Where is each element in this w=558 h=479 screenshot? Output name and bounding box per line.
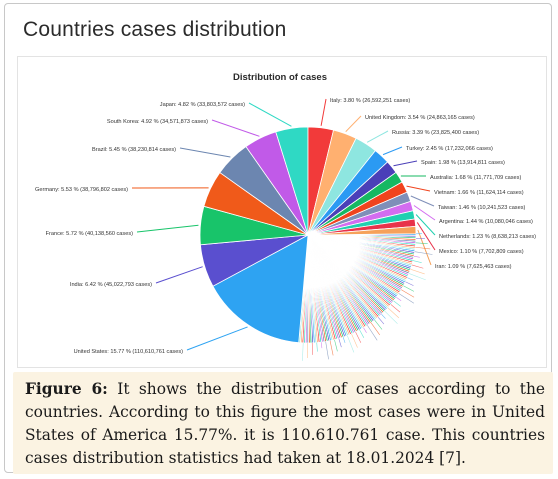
leader-line [417, 229, 432, 266]
leader-line [410, 195, 435, 207]
pie-slice [307, 225, 417, 236]
leader-line [248, 102, 292, 127]
chart-panel: Distribution of cases United States: 15.… [17, 56, 547, 368]
leader-line [416, 222, 436, 251]
leader-line-minor [367, 325, 378, 341]
slice-label: United Kingdom: 3.54 % (24,863,165 cases… [365, 115, 475, 121]
leader-line-minor [359, 329, 365, 338]
pie-chart: Distribution of cases United States: 15.… [35, 72, 536, 361]
slice-label: Japan: 4.82 % (33,803,572 cases) [160, 102, 245, 108]
leader-line-minor [381, 313, 386, 319]
leader-line-minor [338, 338, 342, 348]
figure-caption: Figure 6: It shows the distribution of c… [25, 378, 545, 470]
leader-line-minor [390, 304, 401, 313]
slice-label: Argentina: 1.44 % (10,080,046 cases) [439, 219, 533, 225]
slice-labels: United States: 15.77 % (110,610,761 case… [35, 98, 536, 355]
page-title: Countries cases distribution [23, 18, 287, 41]
slice-label: United States: 15.77 % (110,610,761 case… [74, 349, 183, 355]
slice-label: Iran: 1.09 % (7,625,463 cases) [435, 264, 512, 270]
leader-line [393, 160, 418, 167]
slice-label: France: 5.72 % (40,138,560 cases) [46, 231, 134, 237]
slice-label: Turkey: 2.45 % (17,232,066 cases) [406, 146, 493, 152]
leader-line-minor [355, 331, 362, 343]
leader-line-minor [415, 242, 428, 244]
leader-line-minor [415, 246, 431, 250]
leader-line-minor [396, 297, 402, 301]
pie-slice [212, 234, 309, 344]
caption-box: Figure 6: It shows the distribution of c… [13, 372, 553, 474]
slice-label: Taiwan: 1.46 % (10,241,523 cases) [438, 205, 526, 211]
leader-line-minor [325, 341, 329, 360]
leader-line-minor [393, 300, 401, 307]
leader-line-minor [400, 289, 415, 298]
leader-line-minor [329, 340, 334, 356]
leader-line-minor [334, 339, 338, 352]
leader-line-minor [398, 293, 415, 304]
leader-line [366, 130, 389, 143]
slice-label: Netherlands: 1.23 % (8,638,213 cases) [439, 234, 536, 240]
leader-line-minor [363, 327, 367, 333]
slice-label: Italy: 3.80 % (26,592,251 cases) [330, 98, 410, 104]
leader-line [382, 146, 403, 156]
pie-slices [199, 126, 417, 344]
leader-lines [131, 98, 436, 361]
leader-line [136, 224, 199, 233]
leader-line-minor [412, 260, 422, 263]
slice-label: South Korea: 4.92 % (34,571,873 cases) [107, 119, 208, 125]
leader-line [406, 185, 431, 192]
figure-frame: Countries cases distribution Distributio… [4, 3, 553, 474]
leader-line-minor [316, 342, 318, 352]
leader-line [179, 147, 231, 158]
leader-line-minor [374, 319, 383, 330]
leader-line-minor [403, 285, 415, 292]
leader-line-minor [384, 310, 398, 324]
slice-label: Russia: 3.39 % (23,825,400 cases) [392, 130, 479, 136]
leader-line-minor [370, 322, 381, 336]
leader-line-minor [320, 342, 323, 349]
slice-label: Australia: 1.68 % (11,771,709 cases) [430, 175, 521, 181]
slice-label: Vietnam: 1.66 % (11,624,114 cases) [434, 190, 524, 196]
leader-line-minor [342, 337, 346, 343]
leader-line-minor [411, 264, 424, 269]
leader-line-minor [302, 342, 304, 361]
leader-line-minor [347, 335, 355, 353]
slice-label: Spain: 1.98 % (13,914,811 cases) [421, 160, 505, 166]
leader-line [211, 119, 260, 137]
chart-title: Distribution of cases [233, 72, 327, 83]
leader-line [413, 205, 436, 221]
slice-label: Germany: 5.53 % (38,796,802 cases) [35, 187, 128, 193]
leader-line [320, 98, 327, 126]
slice-label: Brazil: 5.45 % (38,230,814 cases) [92, 147, 176, 153]
leader-line [415, 214, 436, 236]
caption-label: Figure 6: [25, 380, 108, 398]
leader-line-minor [377, 316, 385, 325]
leader-line-minor [405, 281, 414, 286]
leader-line [186, 326, 248, 351]
leader-line-minor [351, 333, 358, 348]
leader-line-minor [387, 307, 400, 319]
slice-label: India: 6.42 % (45,022,793 cases) [70, 282, 152, 288]
leader-line-minor [408, 273, 426, 281]
slice-label: Mexico: 1.10 % (7,702,809 cases) [439, 249, 524, 255]
leader-line-minor [407, 277, 413, 281]
leader-line [155, 266, 203, 284]
leader-line-minor [413, 255, 420, 258]
leader-line [345, 115, 362, 133]
leader-line-minor [410, 268, 425, 275]
caption-text: It shows the distribution of cases accor… [25, 380, 546, 467]
leader-line-minor [414, 251, 433, 255]
